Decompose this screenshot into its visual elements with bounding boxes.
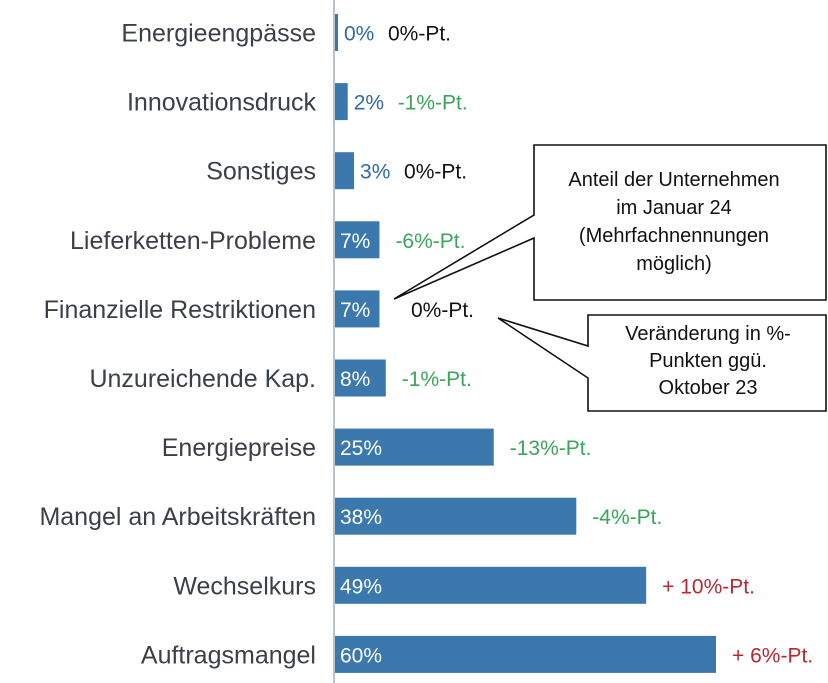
category-label: Energiepreise <box>162 434 316 462</box>
category-label: Mangel an Arbeitskräften <box>39 503 316 531</box>
bar <box>335 221 380 259</box>
callout-share-line-3: (Mehrfachnennungen <box>579 225 769 247</box>
bar-row: Energiepreise 25% -13%-Pt. <box>162 428 592 466</box>
change-label: 0%-Pt. <box>404 161 467 184</box>
bar-row: Innovationsdruck 2% -1%-Pt. <box>127 83 468 121</box>
category-label: Energieengpässe <box>121 20 316 48</box>
value-label: 49% <box>340 575 382 598</box>
bar-row: Energieengpässe 0% 0%-Pt. <box>121 14 451 51</box>
category-label: Sonstiges <box>206 158 316 186</box>
callout-change-box <box>497 314 827 412</box>
callout-change-line-3: Oktober 23 <box>659 377 758 399</box>
bar <box>335 359 386 397</box>
value-label: 25% <box>340 437 382 460</box>
bar-row: Lieferketten-Probleme 7% -6%-Pt. <box>70 221 465 259</box>
category-label: Lieferketten-Probleme <box>70 227 316 255</box>
callout-change-line-1: Veränderung in %- <box>625 323 791 345</box>
change-label: + 10%-Pt. <box>662 575 755 598</box>
value-label: 3% <box>360 161 390 184</box>
bar <box>335 497 577 535</box>
change-label: -6%-Pt. <box>395 230 465 253</box>
category-label: Finanzielle Restriktionen <box>44 296 316 324</box>
value-label: 60% <box>340 644 382 667</box>
category-label: Wechselkurs <box>173 572 316 600</box>
change-label: + 6%-Pt. <box>732 644 813 667</box>
change-label: -13%-Pt. <box>510 437 592 460</box>
value-label: 7% <box>340 299 370 322</box>
callout-share-line-1: Anteil der Unternehmen <box>568 169 779 191</box>
value-label: 7% <box>340 230 370 253</box>
category-label: Auftragsmangel <box>141 641 316 669</box>
bar-row: Finanzielle Restriktionen 7% 0%-Pt. <box>44 290 474 328</box>
callout-change-line-2: Punkten ggü. <box>649 350 767 372</box>
callout-share-box <box>393 144 827 301</box>
bar <box>335 428 494 466</box>
change-label: -4%-Pt. <box>592 506 662 529</box>
change-label: -1%-Pt. <box>402 368 472 391</box>
bar <box>335 83 348 121</box>
change-label: 0%-Pt. <box>411 299 474 322</box>
bar-row: Unzureichende Kap. 8% -1%-Pt. <box>89 359 472 397</box>
change-label: -1%-Pt. <box>398 92 468 115</box>
bar <box>335 14 338 51</box>
callout-change: Veränderung in %- Punkten ggü. Oktober 2… <box>497 314 827 412</box>
callout-share: Anteil der Unternehmen im Januar 24 (Meh… <box>393 144 827 301</box>
bar <box>335 635 716 673</box>
category-label: Innovationsdruck <box>127 89 317 117</box>
bar <box>335 290 380 328</box>
change-label: 0%-Pt. <box>388 23 451 46</box>
bar <box>335 152 355 190</box>
value-label: 38% <box>340 506 382 529</box>
value-label: 8% <box>340 368 370 391</box>
callout-share-line-4: möglich) <box>636 253 712 275</box>
bar <box>335 566 647 604</box>
bar-row: Sonstiges 3% 0%-Pt. <box>206 152 467 190</box>
bar-row: Mangel an Arbeitskräften 38% -4%-Pt. <box>39 497 662 535</box>
value-label: 2% <box>354 92 384 115</box>
category-label: Unzureichende Kap. <box>89 365 316 393</box>
bar-row: Auftragsmangel 60% + 6%-Pt. <box>141 635 813 673</box>
value-label: 0% <box>344 23 374 46</box>
callout-share-line-2: im Januar 24 <box>616 197 732 219</box>
bar-row: Wechselkurs 49% + 10%-Pt. <box>173 566 755 604</box>
